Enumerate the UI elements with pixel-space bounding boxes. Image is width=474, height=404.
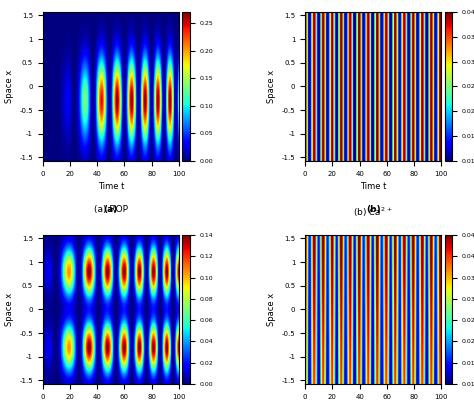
Y-axis label: Space x: Space x bbox=[5, 293, 14, 326]
Text: (a) ROP: (a) ROP bbox=[94, 205, 128, 215]
Y-axis label: Space x: Space x bbox=[267, 293, 276, 326]
Text: (b) $Ca^{2+}$: (b) $Ca^{2+}$ bbox=[354, 205, 393, 219]
Y-axis label: Space x: Space x bbox=[267, 70, 276, 103]
Text: (b): (b) bbox=[366, 205, 381, 215]
Y-axis label: Space x: Space x bbox=[5, 70, 14, 103]
Text: (a): (a) bbox=[103, 205, 118, 215]
X-axis label: Time t: Time t bbox=[360, 182, 386, 191]
X-axis label: Time t: Time t bbox=[98, 182, 124, 191]
